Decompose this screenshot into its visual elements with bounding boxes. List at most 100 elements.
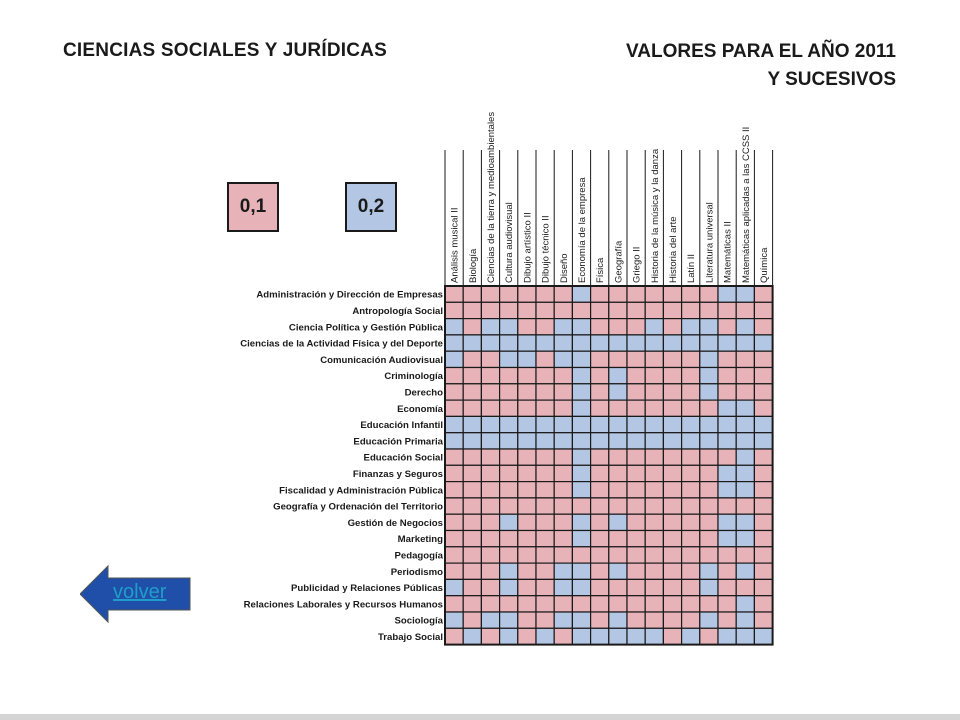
heatmap-cell xyxy=(753,464,774,483)
heatmap-cell xyxy=(589,318,610,336)
heatmap-cell xyxy=(626,366,646,385)
heatmap-cell xyxy=(462,481,483,499)
heatmap-cell xyxy=(644,334,665,352)
heatmap-cell xyxy=(462,529,483,548)
heatmap-cell xyxy=(699,318,719,336)
heatmap-cell xyxy=(553,611,574,629)
heatmap-cell xyxy=(608,318,628,336)
heatmap-cell xyxy=(553,464,574,483)
heatmap-cell xyxy=(608,399,628,418)
heatmap-cell xyxy=(480,432,501,450)
heatmap-cell xyxy=(699,611,719,629)
heatmap-cell xyxy=(553,546,574,564)
back-button[interactable]: volver xyxy=(80,564,192,624)
heatmap-cell xyxy=(753,627,774,646)
column-label: Matemáticas II xyxy=(723,221,734,283)
column-label: Análisis musical II xyxy=(450,208,461,283)
heatmap-cell xyxy=(517,285,537,303)
heatmap-cell xyxy=(480,578,501,597)
heatmap-cell xyxy=(480,627,501,646)
heatmap-cell xyxy=(553,301,574,320)
heatmap-cell xyxy=(517,318,537,336)
heatmap-cell xyxy=(589,627,610,646)
row-label: Gestión de Negocios xyxy=(348,518,443,529)
heatmap-cell xyxy=(535,627,555,646)
row-label: Economía xyxy=(397,404,444,415)
heatmap-cell xyxy=(589,350,610,369)
heatmap-cell xyxy=(480,366,501,385)
heatmap-cell xyxy=(462,627,483,646)
heatmap-cell xyxy=(480,529,501,548)
heatmap-cell xyxy=(626,350,646,369)
heatmap-cell xyxy=(535,562,555,580)
row-label: Pedagogía xyxy=(394,550,443,561)
heatmap-cell xyxy=(517,334,537,352)
heatmap-cell xyxy=(626,611,646,629)
heatmap-cell xyxy=(589,399,610,418)
heatmap-cell xyxy=(589,285,610,303)
heatmap-cell xyxy=(680,415,701,434)
heatmap-cell xyxy=(589,497,610,515)
heatmap-cell xyxy=(753,366,774,385)
heatmap-cell xyxy=(699,383,719,401)
heatmap-cell xyxy=(735,448,756,466)
heatmap-cell xyxy=(517,562,537,580)
heatmap-cell xyxy=(462,318,483,336)
heatmap-cell xyxy=(444,383,464,401)
heatmap-cell xyxy=(662,399,683,418)
heatmap-cell xyxy=(717,627,737,646)
heatmap-cell xyxy=(753,578,774,597)
heatmap-cell xyxy=(589,529,610,548)
heatmap-cell xyxy=(517,481,537,499)
heatmap-cell xyxy=(571,350,592,369)
heatmap-cell xyxy=(517,432,537,450)
heatmap-cell xyxy=(753,513,774,532)
heatmap-cell xyxy=(735,415,756,434)
heatmap-cell xyxy=(699,366,719,385)
row-label: Educación Social xyxy=(364,453,443,464)
heatmap-cell xyxy=(462,595,483,613)
heatmap-cell xyxy=(662,415,683,434)
heatmap-cell xyxy=(699,301,719,320)
heatmap-cell xyxy=(753,611,774,629)
left-arrow-icon xyxy=(80,564,191,624)
row-label: Fiscalidad y Administración Pública xyxy=(279,485,444,496)
heatmap-cell xyxy=(608,611,628,629)
heatmap-cell xyxy=(535,497,555,515)
heatmap-cell xyxy=(753,285,774,303)
heatmap-cell xyxy=(680,529,701,548)
heatmap-cell xyxy=(644,415,665,434)
row-label: Educación Infantil xyxy=(360,420,443,431)
heatmap-cell xyxy=(626,432,646,450)
heatmap-cell xyxy=(499,497,519,515)
heatmap-cell xyxy=(680,301,701,320)
heatmap-cell xyxy=(517,513,537,532)
heatmap-cell xyxy=(626,415,646,434)
heatmap-cell xyxy=(717,366,737,385)
heatmap-cell xyxy=(753,301,774,320)
heatmap-cell xyxy=(571,383,592,401)
heatmap-cell xyxy=(535,595,555,613)
heatmap-cell xyxy=(553,562,574,580)
heatmap-cell xyxy=(571,611,592,629)
heatmap-cell xyxy=(717,448,737,466)
heatmap-cell xyxy=(735,627,756,646)
row-label: Publicidad y Relaciones Públicas xyxy=(291,583,443,594)
back-button-label: volver xyxy=(113,581,167,603)
heatmap-cell xyxy=(662,627,683,646)
heatmap-cell xyxy=(662,578,683,597)
heatmap-cell xyxy=(644,497,665,515)
heatmap-cell xyxy=(717,334,737,352)
heatmap-cell xyxy=(644,529,665,548)
heatmap-cell xyxy=(662,301,683,320)
heatmap-cell xyxy=(680,334,701,352)
heatmap-cell xyxy=(535,481,555,499)
heatmap-cell xyxy=(571,529,592,548)
heatmap-cell xyxy=(608,350,628,369)
heatmap-cell xyxy=(517,301,537,320)
heatmap-cell xyxy=(499,546,519,564)
heatmap-cell xyxy=(553,448,574,466)
heatmap-cell xyxy=(535,464,555,483)
row-label: Comunicación Audiovisual xyxy=(320,355,443,366)
row-label: Sociología xyxy=(394,616,443,627)
